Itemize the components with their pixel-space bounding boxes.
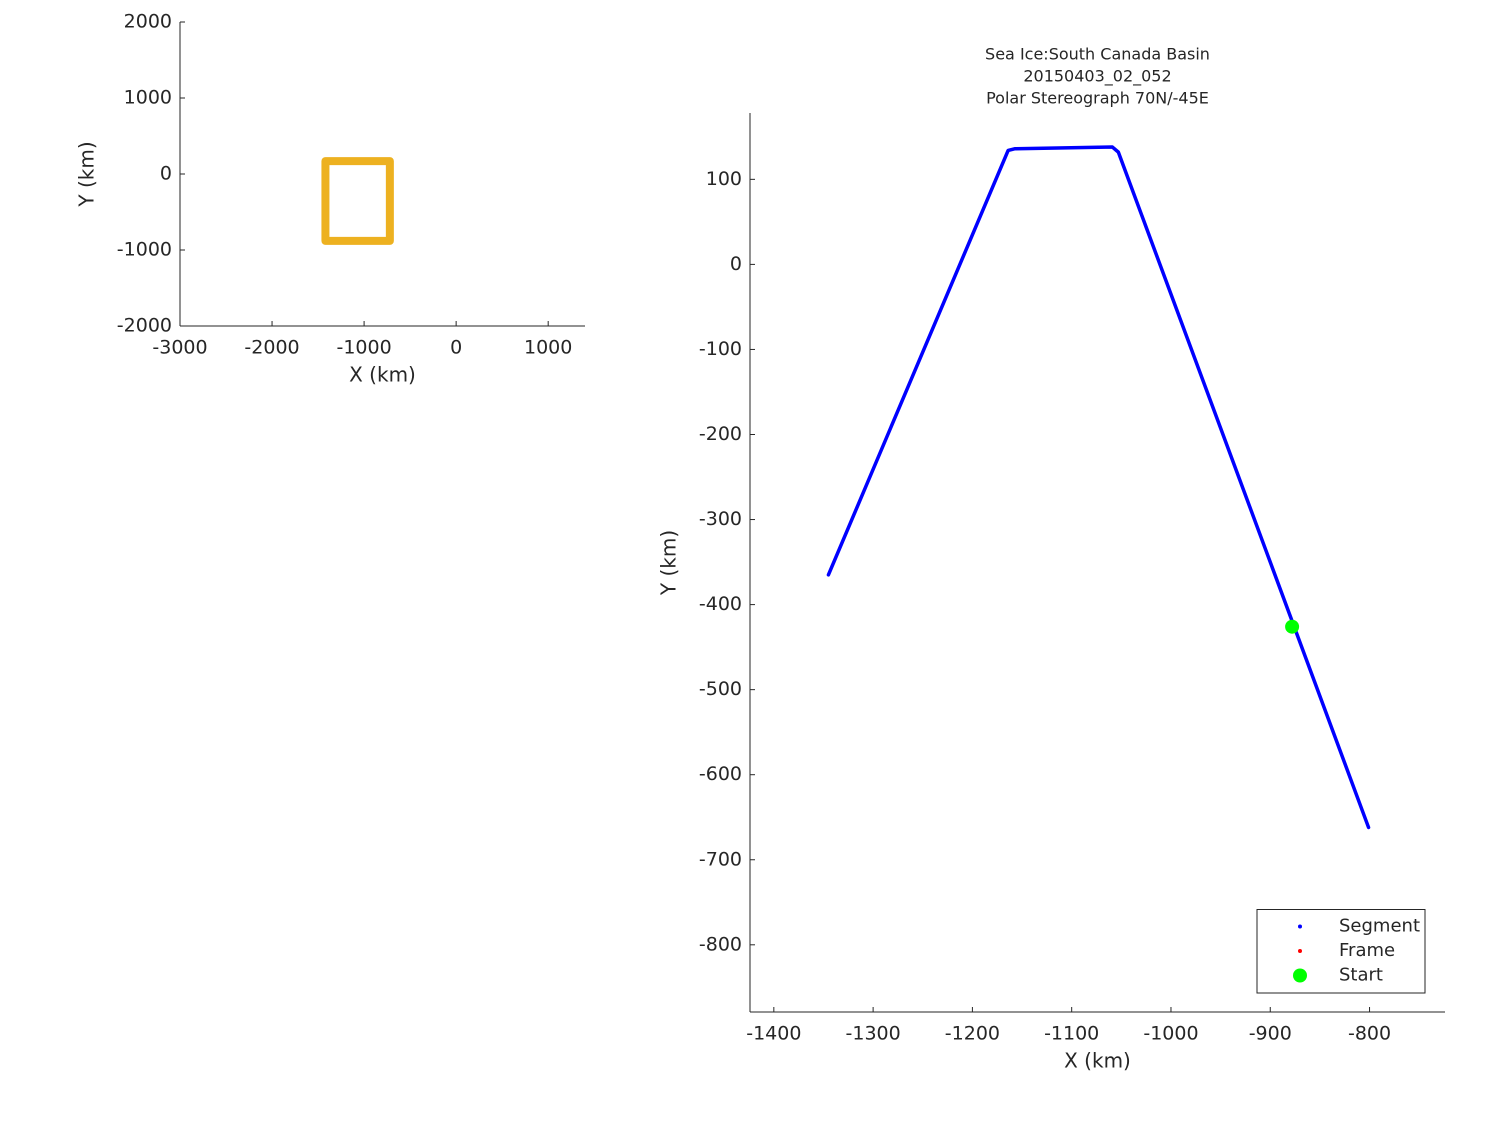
series-line	[826, 145, 1371, 830]
chart-title: Polar Stereograph 70N/-45E	[986, 89, 1209, 108]
y-tick-label: -200	[699, 423, 742, 445]
x-tick-label: -2000	[244, 337, 299, 359]
series-line	[321, 157, 394, 245]
x-tick-label: 0	[450, 337, 462, 359]
y-tick-label: 1000	[124, 87, 172, 109]
y-tick-label: -800	[699, 933, 742, 955]
x-tick-label: -3000	[152, 337, 207, 359]
legend-label: Frame	[1339, 940, 1395, 961]
x-tick-label: 1000	[524, 337, 572, 359]
x-tick-label: -1100	[1044, 1023, 1099, 1045]
y-tick-label: -2000	[117, 315, 172, 337]
x-tick-label: -1000	[1143, 1023, 1198, 1045]
y-tick-label: -1000	[117, 239, 172, 261]
legend-swatch	[1298, 949, 1302, 953]
y-tick-label: 0	[730, 253, 742, 275]
x-tick-label: -1200	[945, 1023, 1000, 1045]
y-tick-label: -300	[699, 508, 742, 530]
x-axis-label: X (km)	[1064, 1049, 1131, 1073]
x-tick-label: -1400	[746, 1023, 801, 1045]
x-axis-label: X (km)	[349, 363, 416, 387]
y-tick-label: 100	[706, 168, 742, 190]
y-axis-label: Y (km)	[657, 530, 681, 596]
y-tick-label: -700	[699, 848, 742, 870]
x-tick-label: -1000	[336, 337, 391, 359]
y-tick-label: -400	[699, 593, 742, 615]
legend-label: Segment	[1339, 916, 1420, 937]
y-axis-label: Y (km)	[75, 141, 99, 207]
legend-box	[1256, 909, 1426, 994]
x-tick-label: -900	[1249, 1023, 1292, 1045]
legend-label: Start	[1339, 965, 1383, 986]
y-tick-label: 2000	[124, 11, 172, 33]
chart-title: 20150403_02_052	[1023, 67, 1171, 87]
x-tick-label: -1300	[846, 1023, 901, 1045]
series-marker	[1285, 619, 1300, 634]
x-tick-label: -800	[1348, 1023, 1391, 1045]
legend-swatch	[1298, 924, 1302, 929]
y-tick-label: 0	[160, 163, 172, 185]
y-tick-label: -500	[699, 678, 742, 700]
legend-swatch	[1293, 968, 1307, 983]
y-tick-label: -100	[699, 338, 742, 360]
y-tick-label: -600	[699, 763, 742, 785]
chart-title: Sea Ice:South Canada Basin	[985, 45, 1210, 64]
